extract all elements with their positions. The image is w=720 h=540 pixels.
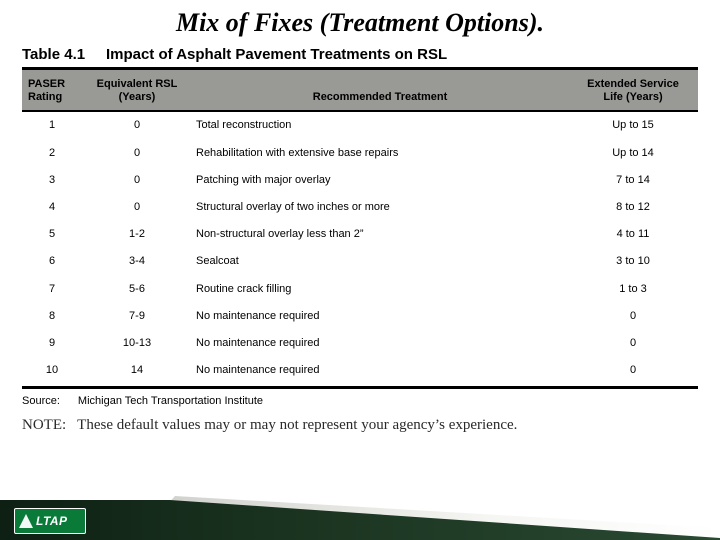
cell-rsl: 7-9 — [82, 303, 192, 330]
cell-treatment: Total reconstruction — [192, 111, 568, 139]
col-header-extended: Extended Service Life (Years) — [568, 69, 698, 112]
cell-rsl: 3-4 — [82, 248, 192, 275]
cell-extended: 0 — [568, 330, 698, 357]
col-header-rsl-text: Equivalent RSL (Years) — [97, 78, 178, 103]
col-header-rsl: Equivalent RSL (Years) — [82, 69, 192, 112]
cell-rsl: 0 — [82, 167, 192, 194]
col-header-extended-text: Extended Service Life (Years) — [587, 78, 679, 103]
table-header-row: PASER Rating Equivalent RSL (Years) Reco… — [22, 69, 698, 112]
table-row: 87-9No maintenance required0 — [22, 303, 698, 330]
ltap-logo: LTAP — [14, 508, 86, 534]
cell-treatment: Rehabilitation with extensive base repai… — [192, 140, 568, 167]
cell-paser: 7 — [22, 276, 82, 303]
cell-treatment: Structural overlay of two inches or more — [192, 194, 568, 221]
cell-extended: Up to 14 — [568, 140, 698, 167]
ltap-logo-text: LTAP — [36, 515, 68, 527]
note-label: NOTE: — [22, 417, 66, 433]
cell-paser: 1 — [22, 111, 82, 139]
table-row: 75-6Routine crack filling1 to 3 — [22, 276, 698, 303]
table-row: 10Total reconstructionUp to 15 — [22, 111, 698, 139]
table-caption-text: Impact of Asphalt Pavement Treatments on… — [106, 46, 447, 63]
table-row: 910-13No maintenance required0 — [22, 330, 698, 357]
cell-extended: 0 — [568, 303, 698, 330]
cell-paser: 3 — [22, 167, 82, 194]
cell-extended: Up to 15 — [568, 111, 698, 139]
treatment-table: PASER Rating Equivalent RSL (Years) Reco… — [22, 67, 698, 384]
cell-paser: 8 — [22, 303, 82, 330]
road-icon — [19, 514, 33, 528]
table-container: Table 4.1 Impact of Asphalt Pavement Tre… — [0, 44, 720, 434]
footer-wedge-dark — [0, 500, 720, 540]
col-header-treatment: Recommended Treatment — [192, 69, 568, 112]
source-value: Michigan Tech Transportation Institute — [78, 395, 263, 407]
table-number: Table 4.1 — [22, 46, 85, 63]
cell-paser: 10 — [22, 357, 82, 384]
cell-paser: 9 — [22, 330, 82, 357]
cell-rsl: 10-13 — [82, 330, 192, 357]
table-row: 1014No maintenance required0 — [22, 357, 698, 384]
cell-treatment: No maintenance required — [192, 357, 568, 384]
cell-treatment: Patching with major overlay — [192, 167, 568, 194]
cell-treatment: Sealcoat — [192, 248, 568, 275]
cell-extended: 0 — [568, 357, 698, 384]
cell-treatment: Routine crack filling — [192, 276, 568, 303]
cell-treatment: No maintenance required — [192, 330, 568, 357]
table-row: 30Patching with major overlay7 to 14 — [22, 167, 698, 194]
source-line: Source: Michigan Tech Transportation Ins… — [22, 389, 698, 407]
footer-decoration: LTAP — [0, 500, 720, 540]
cell-extended: 7 to 14 — [568, 167, 698, 194]
cell-rsl: 14 — [82, 357, 192, 384]
note-line: NOTE: These default values may or may no… — [22, 407, 698, 434]
note-value: These default values may or may not repr… — [77, 417, 517, 433]
table-row: 20Rehabilitation with extensive base rep… — [22, 140, 698, 167]
table-row: 63-4Sealcoat3 to 10 — [22, 248, 698, 275]
source-label: Source: — [22, 395, 60, 407]
table-row: 51-2Non-structural overlay less than 2”4… — [22, 221, 698, 248]
slide-title: Mix of Fixes (Treatment Options). — [0, 0, 720, 44]
cell-extended: 4 to 11 — [568, 221, 698, 248]
cell-paser: 6 — [22, 248, 82, 275]
cell-paser: 5 — [22, 221, 82, 248]
cell-extended: 8 to 12 — [568, 194, 698, 221]
cell-rsl: 5-6 — [82, 276, 192, 303]
table-body: 10Total reconstructionUp to 1520Rehabili… — [22, 111, 698, 384]
col-header-treatment-text: Recommended Treatment — [313, 91, 447, 103]
cell-extended: 1 to 3 — [568, 276, 698, 303]
cell-treatment: No maintenance required — [192, 303, 568, 330]
cell-paser: 2 — [22, 140, 82, 167]
cell-rsl: 0 — [82, 111, 192, 139]
col-header-paser-text: PASER Rating — [28, 78, 65, 103]
col-header-paser: PASER Rating — [22, 69, 82, 112]
cell-paser: 4 — [22, 194, 82, 221]
cell-rsl: 0 — [82, 194, 192, 221]
cell-treatment: Non-structural overlay less than 2” — [192, 221, 568, 248]
cell-rsl: 0 — [82, 140, 192, 167]
table-row: 40Structural overlay of two inches or mo… — [22, 194, 698, 221]
cell-extended: 3 to 10 — [568, 248, 698, 275]
table-caption: Table 4.1 Impact of Asphalt Pavement Tre… — [22, 44, 698, 67]
cell-rsl: 1-2 — [82, 221, 192, 248]
